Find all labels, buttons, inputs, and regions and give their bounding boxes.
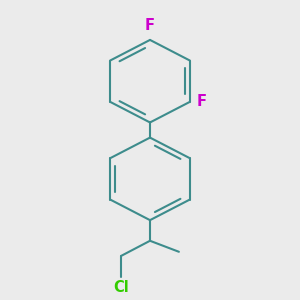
Text: F: F <box>145 18 155 33</box>
Text: F: F <box>197 94 207 109</box>
Text: Cl: Cl <box>113 280 129 295</box>
